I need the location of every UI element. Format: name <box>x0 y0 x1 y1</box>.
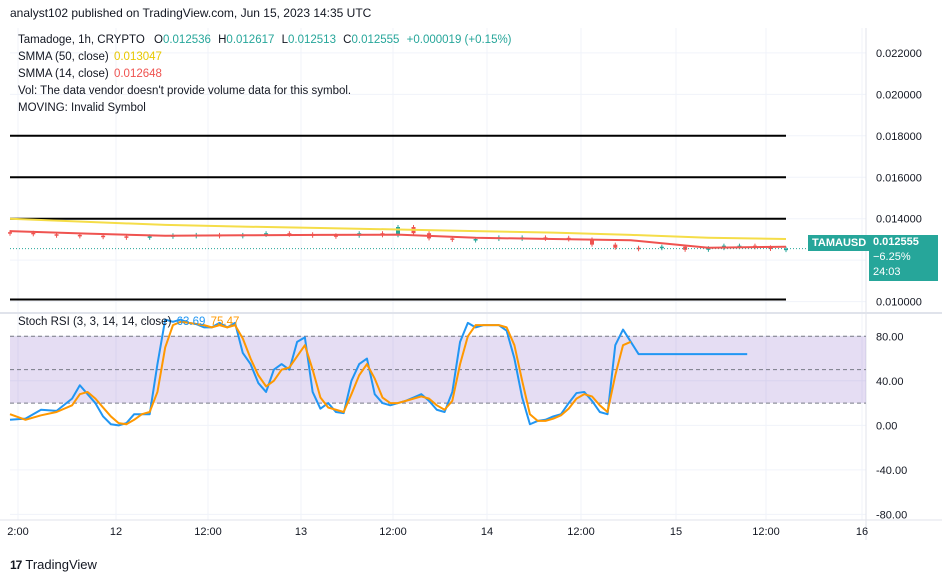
time-tick-5: 14 <box>481 526 493 538</box>
price-tick-6: 0.010000 <box>876 297 922 309</box>
time-tick-6: 12:00 <box>567 526 595 538</box>
time-tick-8: 12:00 <box>752 526 780 538</box>
open-value: 0.012536 <box>162 34 211 46</box>
price-tick-3: 0.016000 <box>876 172 922 184</box>
price-tick-4: 0.014000 <box>876 214 922 226</box>
volume-legend: Vol: The data vendor doesn't provide vol… <box>18 85 352 97</box>
rsi-band-layer <box>10 335 866 404</box>
tradingview-logo-icon: 17 <box>10 557 22 572</box>
publish-header: analyst102 published on TradingView.com,… <box>10 6 372 20</box>
sma50-legend: SMMA (50, close) 0.013047 <box>18 51 162 63</box>
moving-average-layer <box>9 217 787 249</box>
stoch-line-1 <box>9 320 632 426</box>
low-value: 0.012513 <box>288 34 336 46</box>
badge-countdown: 24:03 <box>873 266 901 278</box>
time-tick-9: 16 <box>856 526 868 538</box>
time-axis: 2:00 12 12:00 13 12:00 14 12:00 15 12:00 16 <box>7 526 868 538</box>
close-value: 0.012555 <box>351 34 400 46</box>
high-label: H <box>218 34 227 46</box>
candle-11 <box>264 233 269 235</box>
price-axis: 0.022000 0.020000 0.018000 0.016000 0.014000… <box>876 48 922 522</box>
sma14-legend: SMMA (14, close) 0.012648 <box>18 68 162 80</box>
close-label: C <box>343 34 352 46</box>
change-value: +0.000019 (+0.15%) <box>406 34 512 46</box>
stoch-rsi-label: Stoch RSI (3, 3, 14, 14, close) <box>18 316 172 328</box>
open-label: O <box>153 34 163 46</box>
time-tick-3: 13 <box>295 526 307 538</box>
sma50-label: SMMA (50, close) <box>18 51 109 63</box>
high-value: 0.012617 <box>226 34 275 46</box>
price-badge: 0.012555 −6.25% 24:03 <box>869 235 938 281</box>
horizontal-levels <box>10 134 786 301</box>
sma14-value: 0.012648 <box>113 68 162 80</box>
candle-17 <box>396 227 400 236</box>
sma50-value: 0.013047 <box>113 51 162 63</box>
badge-change: −6.25% <box>873 251 911 263</box>
candle-36 <box>784 248 788 251</box>
candle-31 <box>706 248 711 250</box>
price-tick-2: 0.018000 <box>876 131 922 143</box>
moving-legend: MOVING: Invalid Symbol <box>18 102 146 114</box>
symbol-badge: TAMAUSD <box>808 235 872 251</box>
symbol-name: Tamadoge, 1h, CRYPTO <box>18 34 145 46</box>
rsi-tick-2: 0.00 <box>876 420 897 432</box>
time-tick-7: 15 <box>670 526 682 538</box>
candle-20 <box>450 238 455 240</box>
price-tick-0: 0.022000 <box>876 48 922 60</box>
brand-name: TradingView <box>25 557 97 572</box>
price-tick-1: 0.020000 <box>876 89 922 101</box>
ma-line-1 <box>9 230 787 249</box>
candle-3 <box>77 234 82 237</box>
candle-12 <box>287 233 292 235</box>
candle-35 <box>768 247 773 249</box>
footer-brand[interactable]: 17 TradingView <box>10 557 97 572</box>
time-tick-1: 12 <box>110 526 122 538</box>
sma14-label: SMMA (14, close) <box>18 68 109 80</box>
rsi-tick-3: -40.00 <box>876 465 907 477</box>
stoch-k-value: 63.69 <box>176 316 206 328</box>
candle-28 <box>636 247 641 250</box>
rsi-tick-4: -80.00 <box>876 509 907 521</box>
symbol-legend: Tamadoge, 1h, CRYPTO O0.012536 H0.012617… <box>18 34 512 46</box>
candle-1 <box>31 232 36 235</box>
rsi-tick-0: 80.00 <box>876 331 904 343</box>
time-tick-2: 12:00 <box>194 526 222 538</box>
time-tick-4: 12:00 <box>379 526 407 538</box>
time-tick-0: 2:00 <box>7 526 28 538</box>
candle-0 <box>8 232 12 234</box>
stoch-rsi-layer <box>9 318 748 427</box>
candle-14 <box>333 235 338 237</box>
candle-27 <box>613 244 618 248</box>
stoch-line-0 <box>9 318 748 427</box>
ma-line-0 <box>9 217 787 241</box>
rsi-tick-1: 40.00 <box>876 376 904 388</box>
candle-21 <box>473 239 478 241</box>
candle-29 <box>659 246 664 249</box>
low-label: L <box>281 34 288 46</box>
candle-5 <box>124 236 129 238</box>
candle-4 <box>101 235 106 238</box>
candle-26 <box>590 239 594 245</box>
stoch-d-value: 75.47 <box>210 316 240 328</box>
badge-price: 0.012555 <box>873 236 919 248</box>
candle-2 <box>54 234 59 236</box>
candle-6 <box>147 236 152 238</box>
stoch-rsi-legend: Stoch RSI (3, 3, 14, 14, close) 63.69 75… <box>18 316 239 328</box>
